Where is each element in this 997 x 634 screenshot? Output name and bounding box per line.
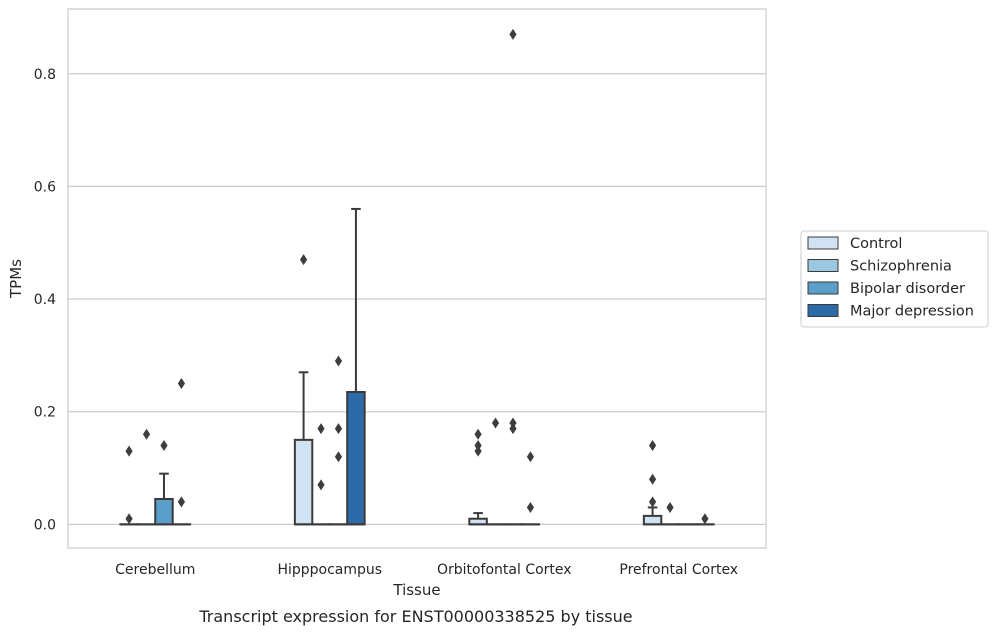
y-tick-label: 0.0 <box>34 517 56 533</box>
legend-frame <box>800 230 989 328</box>
outlier-point <box>299 254 308 266</box>
legend-swatch <box>807 304 839 317</box>
legend: Control Schizophrenia Bipolar disorder Majo… <box>800 230 989 328</box>
outlier-point <box>474 439 482 451</box>
outlier-point <box>317 479 325 491</box>
outlier-point <box>334 423 343 435</box>
outlier-point <box>160 439 168 451</box>
legend-swatch <box>807 281 839 295</box>
outlier-point <box>177 378 186 390</box>
outlier-point <box>474 445 482 457</box>
outlier-point <box>526 451 535 463</box>
outlier-point <box>509 417 517 429</box>
outlier-point <box>648 496 657 508</box>
legend-label: Schizophrenia <box>850 259 952 275</box>
outlier-point <box>648 473 657 485</box>
outlier-point <box>474 428 482 440</box>
plot-frame <box>67 8 767 549</box>
outlier-point <box>334 355 343 367</box>
outlier-point <box>125 445 133 457</box>
outlier-point <box>125 513 133 525</box>
x-axis-label: Tissue <box>392 581 440 599</box>
outlier-point <box>317 423 325 435</box>
box-body <box>346 390 366 526</box>
boxes <box>119 207 715 526</box>
y-tick-label: 0.6 <box>34 179 56 195</box>
outlier-point <box>142 428 151 440</box>
outlier-point <box>491 417 500 429</box>
box-3-1 <box>154 472 174 526</box>
x-tick-label: Hipppocampus <box>277 562 382 578</box>
grid-lines <box>68 73 766 525</box>
legend-swatch <box>807 236 839 250</box>
outlier-point <box>509 423 517 435</box>
y-axis-label: TPMs <box>7 259 25 299</box>
x-tick-label: Prefrontal Cortex <box>619 562 738 578</box>
legend-label: Bipolar disorder <box>850 281 965 297</box>
y-tick-label: 0.4 <box>34 292 56 308</box>
outlier-point <box>648 439 657 451</box>
legend-label: Major depression <box>850 304 974 320</box>
y-tick-labels: 0.0 0.2 0.4 0.6 0.8 <box>34 67 56 534</box>
chart-caption: Transcript expression for ENST0000033852… <box>198 607 632 626</box>
legend-swatch <box>807 259 839 272</box>
outliers <box>125 28 709 525</box>
box-4-2 <box>346 207 366 526</box>
x-tick-label: Cerebellum <box>115 562 195 578</box>
box-1-3 <box>468 512 488 526</box>
box-body <box>293 438 314 526</box>
y-tick-label: 0.8 <box>34 67 56 83</box>
box-1-2 <box>293 371 314 526</box>
outlier-point <box>177 496 186 508</box>
outlier-point <box>666 501 674 513</box>
outlier-point <box>334 451 343 463</box>
y-tick-label: 0.2 <box>34 405 56 421</box>
box-body <box>154 498 174 526</box>
box-body <box>642 514 663 526</box>
x-tick-label: Orbitofontal Cortex <box>437 562 572 578</box>
outlier-point <box>526 501 535 513</box>
outlier-point <box>509 28 517 40</box>
box-1-4 <box>642 506 663 526</box>
outlier-point <box>701 513 709 525</box>
legend-label: Control <box>850 236 902 252</box>
x-tick-labels: Cerebellum Hipppocampus Orbitofontal Corte… <box>115 562 738 578</box>
